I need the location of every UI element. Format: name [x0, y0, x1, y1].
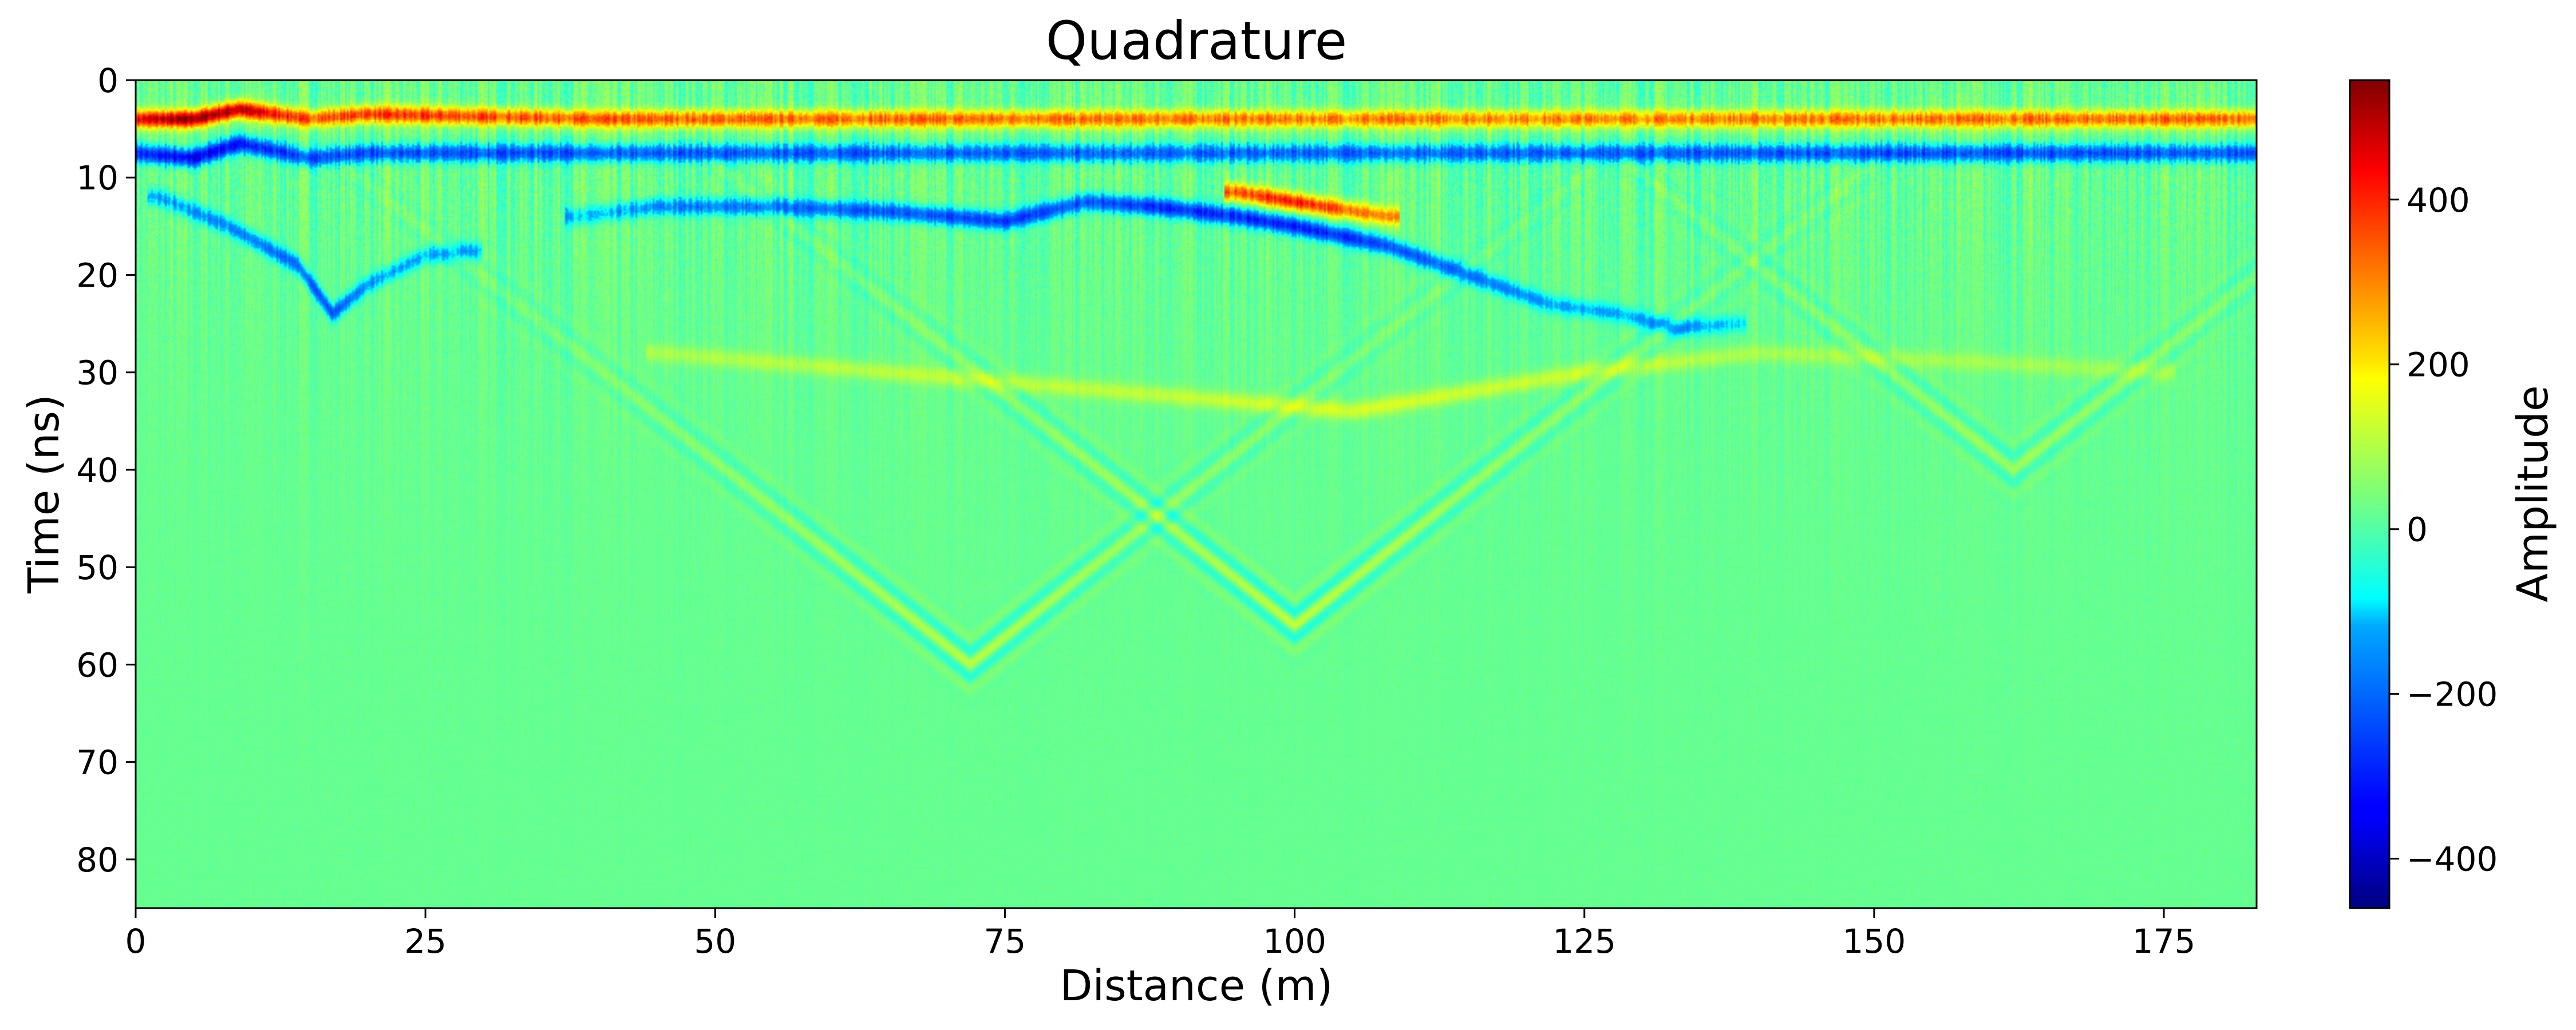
- plot-frame: [135, 79, 2258, 909]
- x-tick-label: 50: [694, 922, 736, 961]
- colorbar: 400 200 0 −200 −400 Amplitude: [2349, 79, 2558, 909]
- colorbar-tick-label: 0: [2407, 510, 2428, 549]
- x-tick-label: 100: [1263, 922, 1326, 961]
- colorbar-tick-label: 400: [2407, 181, 2470, 220]
- plot-area: [135, 79, 2258, 909]
- colorbar-gradient: [2349, 79, 2391, 909]
- y-tick-label: 40: [76, 451, 118, 490]
- x-tick-label: 125: [1552, 922, 1616, 961]
- y-tick-label: 20: [76, 256, 118, 295]
- colorbar-tick-label: 200: [2407, 346, 2470, 385]
- x-axis: 0 25 50 75 100 125 150 175: [125, 908, 2196, 961]
- y-axis-label: Time (ns): [19, 394, 69, 594]
- y-tick-label: 80: [76, 841, 118, 880]
- colorbar-tick-label: −400: [2407, 840, 2498, 879]
- x-axis-label: Distance (m): [1060, 961, 1333, 1011]
- chart-title: Quadrature: [1046, 10, 1347, 72]
- y-tick-label: 10: [76, 159, 118, 197]
- y-tick-label: 60: [76, 645, 118, 684]
- colorbar-label: Amplitude: [2508, 385, 2558, 602]
- x-tick-label: 0: [125, 922, 147, 961]
- colorbar-tick-label: −200: [2407, 675, 2498, 714]
- y-axis: 0 10 20 30 40 50 60 70 80: [76, 61, 136, 880]
- y-tick-label: 50: [76, 548, 118, 587]
- colorbar-ticks: 400 200 0 −200 −400: [2389, 181, 2498, 879]
- radargram-heatmap: [136, 80, 2257, 908]
- x-tick-label: 150: [1843, 922, 1906, 961]
- x-tick-label: 175: [2132, 922, 2196, 961]
- y-tick-label: 30: [76, 354, 118, 393]
- x-tick-label: 25: [404, 922, 447, 961]
- y-tick-label: 70: [76, 743, 118, 782]
- x-tick-label: 75: [984, 922, 1026, 961]
- y-tick-label: 0: [97, 61, 118, 100]
